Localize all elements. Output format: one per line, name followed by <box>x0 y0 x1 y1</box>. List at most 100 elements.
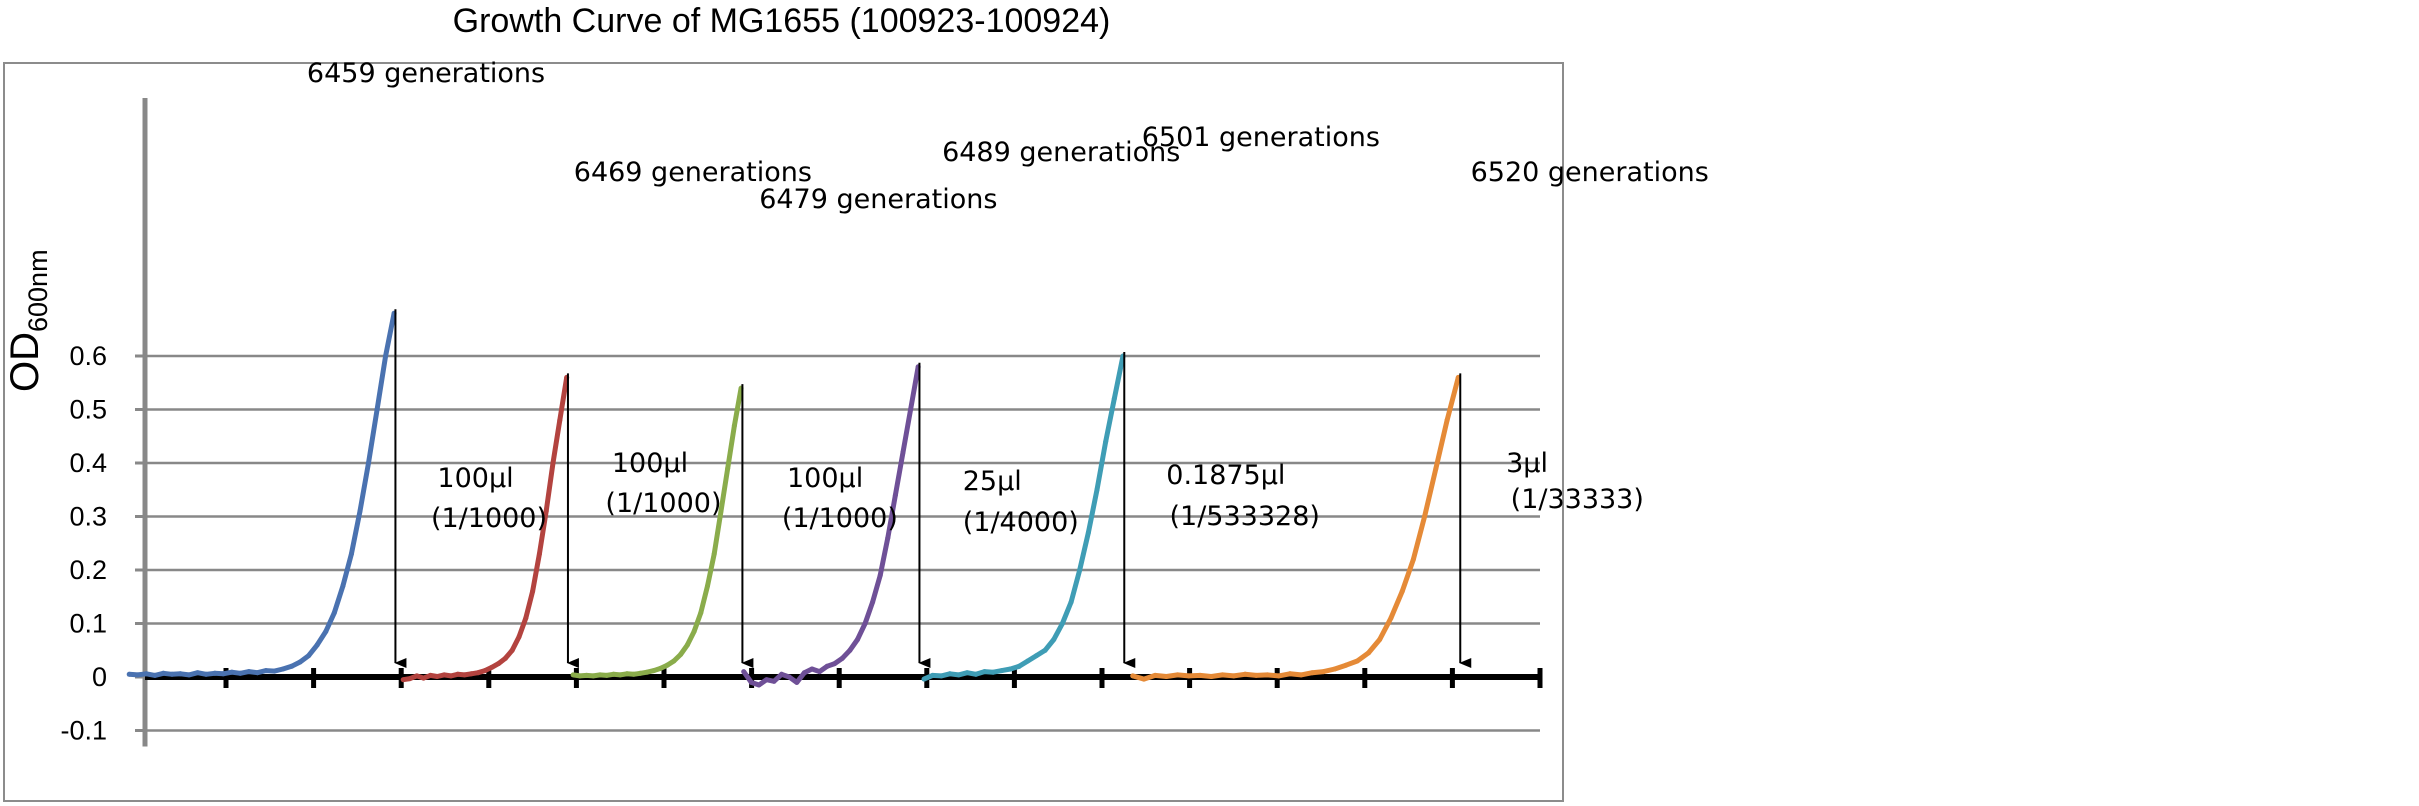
data-point <box>1186 673 1192 679</box>
y-tick-label: 0.1 <box>69 609 107 639</box>
dilution-label: (1/33333) <box>1511 484 1644 515</box>
data-point <box>731 423 737 429</box>
data-point <box>263 668 269 674</box>
data-point <box>557 417 563 423</box>
data-point <box>246 669 252 675</box>
data-point <box>1298 672 1304 678</box>
dilution-label: (1/1000) <box>782 503 898 534</box>
data-point <box>366 460 371 466</box>
data-point <box>1085 530 1091 535</box>
data-point <box>468 671 474 677</box>
data-point <box>462 672 467 678</box>
series-line <box>572 387 744 679</box>
data-point <box>489 664 495 670</box>
data-point <box>1152 672 1158 678</box>
data-point <box>475 670 481 676</box>
data-point <box>1163 674 1169 679</box>
data-point <box>651 668 657 674</box>
dilution-label: (1/533328) <box>1170 501 1320 532</box>
data-point <box>908 407 914 412</box>
data-point <box>126 671 132 677</box>
data-point <box>631 671 637 677</box>
data-point <box>1175 672 1181 678</box>
data-point <box>999 668 1005 674</box>
generation-label: 6469 generations <box>574 157 812 188</box>
data-point <box>664 662 670 668</box>
y-axis-label-subscript: 600nm <box>23 249 53 332</box>
data-point <box>374 407 380 412</box>
data-point <box>718 508 724 514</box>
dilution-label: (1/1000) <box>605 488 721 519</box>
data-point <box>414 673 420 679</box>
data-point <box>1321 669 1327 675</box>
data-point <box>839 655 845 661</box>
data-point <box>482 668 488 674</box>
data-point <box>1287 671 1293 677</box>
data-point <box>340 583 346 589</box>
data-point <box>877 572 883 578</box>
data-point <box>169 671 175 677</box>
data-point <box>990 669 996 675</box>
data-point <box>711 551 717 557</box>
volume-label: 25μl <box>963 466 1022 497</box>
data-point <box>509 647 515 653</box>
data-point <box>1242 671 1248 677</box>
data-point <box>597 672 603 678</box>
data-point <box>421 675 427 681</box>
data-point <box>407 676 413 682</box>
y-tick-label: 0.4 <box>69 448 107 478</box>
data-point <box>229 669 235 675</box>
data-point <box>604 672 610 678</box>
data-point <box>617 672 623 678</box>
data-point <box>314 642 320 648</box>
data-point <box>1444 417 1450 423</box>
data-point <box>870 599 876 605</box>
data-point <box>1433 465 1439 471</box>
data-point <box>323 629 329 634</box>
data-point <box>195 670 201 676</box>
data-point <box>847 647 853 653</box>
data-point <box>1034 653 1039 659</box>
data-point <box>1332 666 1338 672</box>
data-point <box>357 508 363 514</box>
y-tick-label: 0.5 <box>69 395 107 425</box>
data-point <box>900 449 906 455</box>
data-point <box>1231 673 1237 679</box>
dilution-label: (1/1000) <box>431 503 547 534</box>
data-point <box>570 672 576 678</box>
axis-layer: 0.6 0.5 0.4 0.3 0.2 0.1 0 -0.1 <box>60 98 1543 747</box>
volume-label: 100μl <box>787 463 863 494</box>
data-point <box>1068 599 1074 605</box>
data-point <box>862 621 868 626</box>
data-point <box>1025 658 1031 664</box>
data-point <box>637 670 643 676</box>
generation-label: 6520 generations <box>1471 157 1709 188</box>
data-point <box>1016 663 1022 669</box>
data-point <box>297 659 303 665</box>
data-point <box>272 668 277 674</box>
data-point <box>152 672 158 678</box>
data-point <box>658 665 663 671</box>
generation-label: 6501 generations <box>1142 122 1380 153</box>
data-point <box>550 460 556 466</box>
data-point <box>400 677 406 683</box>
data-point <box>280 666 286 672</box>
data-point <box>160 670 166 676</box>
generation-label: 6459 generations <box>307 58 545 89</box>
data-point <box>186 672 192 678</box>
volume-label: 100μl <box>612 448 688 479</box>
data-point <box>289 663 295 669</box>
y-tick-label: 0.6 <box>69 341 107 371</box>
data-point <box>771 678 777 684</box>
data-point <box>348 551 354 557</box>
data-point <box>220 671 226 677</box>
data-point <box>964 670 970 676</box>
data-point <box>1103 439 1109 445</box>
data-point <box>671 658 677 664</box>
data-point <box>794 679 800 685</box>
data-point <box>1059 621 1065 626</box>
chart-frame <box>3 62 1564 802</box>
data-point <box>1208 674 1214 679</box>
data-point <box>331 610 337 616</box>
